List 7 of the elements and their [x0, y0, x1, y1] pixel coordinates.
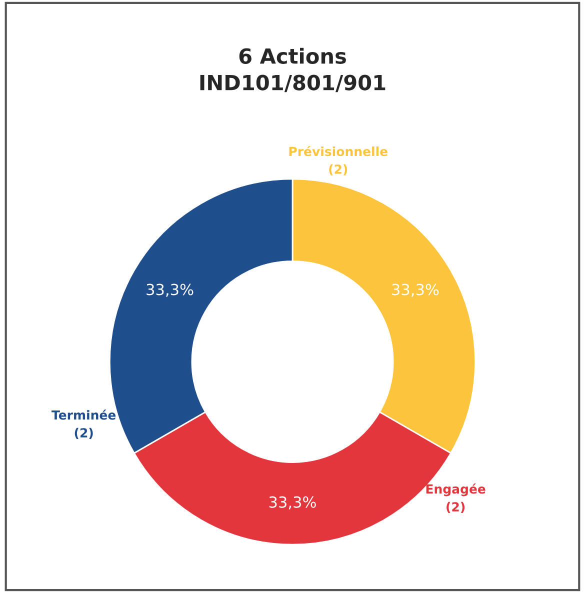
slice-label: Engagée (2)	[426, 484, 486, 514]
data-label: 33,3%	[392, 284, 439, 297]
data-label: 33,3%	[146, 284, 194, 297]
data-label: 33,3%	[269, 496, 316, 510]
chart-title: 6 Actions IND101/801/901	[200, 48, 386, 92]
slice-label: Prévisionnelle (2)	[289, 146, 388, 176]
slice-label: Terminée (2)	[52, 410, 116, 440]
